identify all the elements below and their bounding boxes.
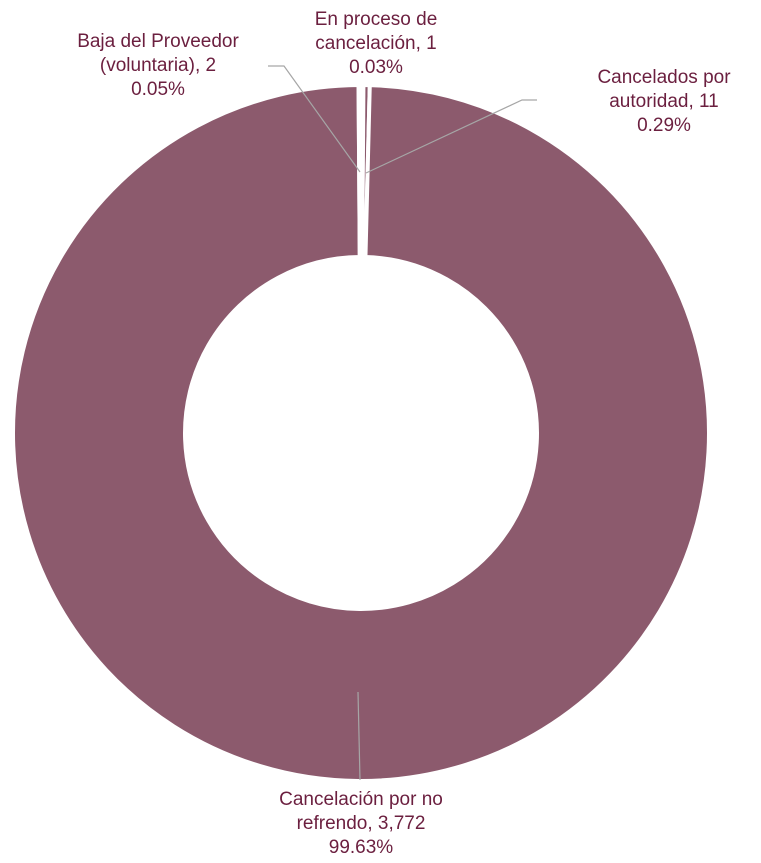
donut-slices: [10, 82, 711, 783]
data-label-baja-del-proveedor-voluntaria: Baja del Proveedor (voluntaria), 2 0.05%: [77, 31, 239, 100]
leader-line-cancelacion-por-no-refrendo: [357, 691, 361, 781]
data-label-cancelados-por-autoridad: Cancelados por autoridad, 11 0.29%: [597, 67, 731, 136]
slice-cancelacion-por-no-refrendo: [10, 82, 711, 783]
data-label-en-proceso-de-cancelacion: En proceso de cancelación, 1 0.03%: [315, 9, 438, 78]
leader-lines: [268, 65, 537, 781]
leader-line-baja-del-proveedor-voluntaria: [268, 65, 361, 173]
data-label-cancelacion-por-no-refrendo: Cancelación por no refrendo, 3,772 99.63%: [279, 789, 443, 858]
slice-labels: En proceso de cancelación, 1 0.03% Cancelad…: [77, 9, 731, 858]
leader-line-cancelados-por-autoridad: [365, 99, 537, 174]
